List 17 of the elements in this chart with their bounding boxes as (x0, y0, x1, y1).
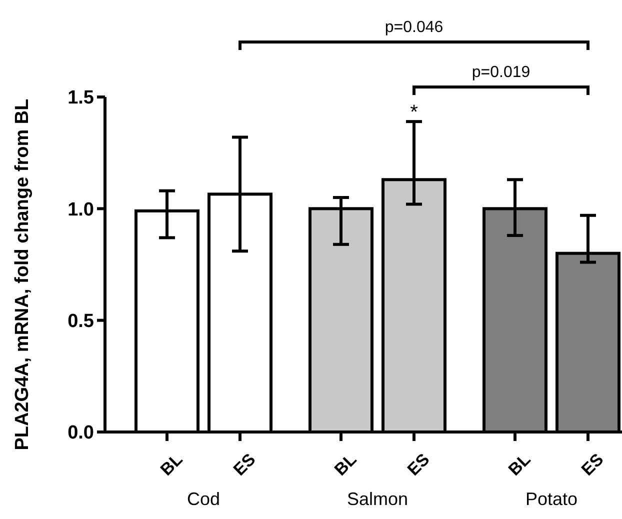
x-tick-label: BL (156, 450, 186, 480)
x-tick-label: ES (230, 450, 260, 480)
text: p=0.046 (384, 19, 444, 36)
annotation: * (410, 102, 418, 124)
y-tick-label: 1.5 (68, 88, 94, 109)
text: p=0.019 (472, 64, 530, 81)
x-tick-label: ES (578, 450, 608, 480)
text: Cod (186, 489, 220, 509)
text: Salmon (346, 489, 408, 509)
x-tick-label: ES (404, 450, 434, 480)
text: Potato (525, 489, 578, 509)
y-tick-label: 0.5 (68, 310, 94, 332)
x-tick-label: BL (504, 450, 534, 480)
y-tick-label: 0.0 (68, 422, 94, 444)
y-axis-title: PLA2G4A, mRNA, fold change from BL (12, 98, 33, 450)
x-tick-label: BL (330, 450, 360, 480)
y-tick-label: 1.0 (68, 199, 94, 220)
